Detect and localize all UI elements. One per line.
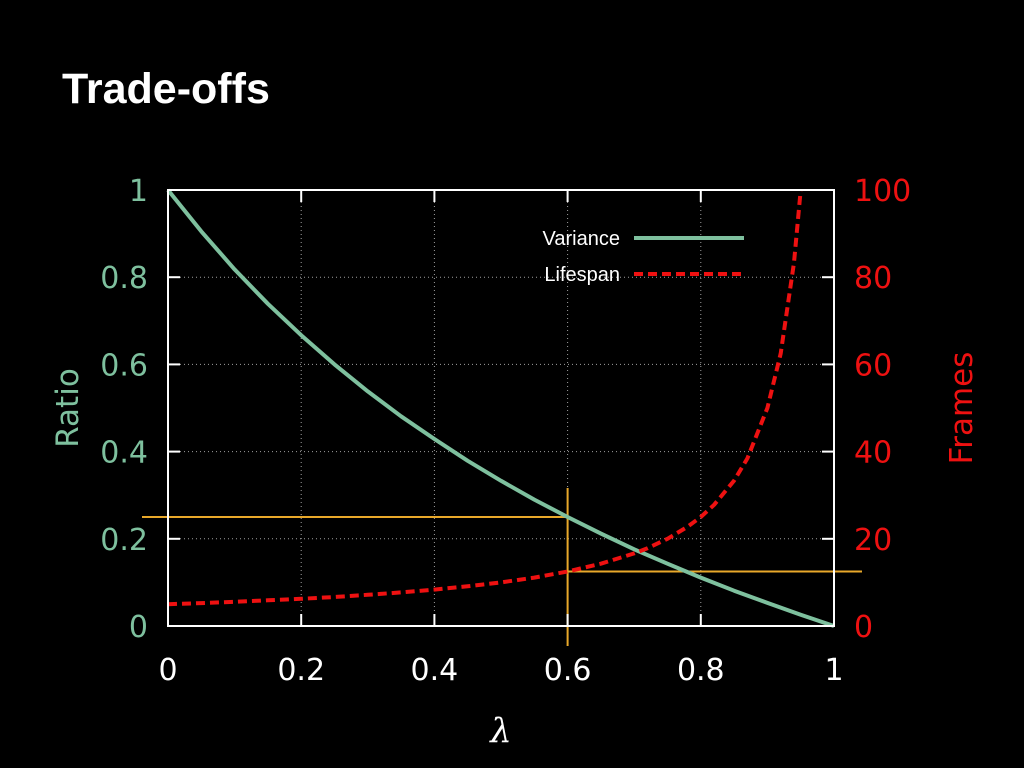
y2-tick-label: 0 (854, 610, 873, 645)
y-axis-label: Ratio (50, 368, 86, 448)
legend-label: Variance (543, 228, 620, 250)
y-tick-label: 0.8 (100, 261, 148, 296)
series-line-variance (166, 188, 835, 628)
legend: Variance Lifespan (543, 228, 744, 286)
y-tick-label: 0.4 (100, 436, 148, 471)
y2-tick-label: 100 (854, 174, 911, 209)
y-tick-label: 0 (129, 610, 148, 645)
y-tick-label: 1 (129, 174, 148, 209)
series-line-lifespan (167, 189, 803, 607)
x-tick-label: 0.4 (411, 653, 459, 688)
x-tick-label: 0.6 (544, 653, 592, 688)
series-layer (166, 188, 835, 628)
y2-tick-label: 40 (854, 436, 892, 471)
y2-axis-label: Frames (944, 352, 980, 465)
x-tick-label: 1 (824, 653, 843, 688)
plot-frame (167, 189, 835, 627)
x-axis-label: λ (488, 711, 512, 751)
y-tick-label: 0.2 (100, 523, 148, 558)
legend-label: Lifespan (544, 264, 620, 286)
y2-tick-label: 20 (854, 523, 892, 558)
x-tick-label: 0.2 (277, 653, 325, 688)
plot-border (167, 189, 835, 627)
y2-tick-label: 60 (854, 348, 892, 383)
crosshair-layer (142, 488, 862, 646)
x-tick-label: 0.8 (677, 653, 725, 688)
y2-tick-label: 80 (854, 261, 892, 296)
x-tick-label: 0 (158, 653, 177, 688)
slide-title: Trade-offs (62, 65, 270, 113)
y-tick-label: 0.6 (100, 348, 148, 383)
grid-layer (168, 190, 834, 626)
